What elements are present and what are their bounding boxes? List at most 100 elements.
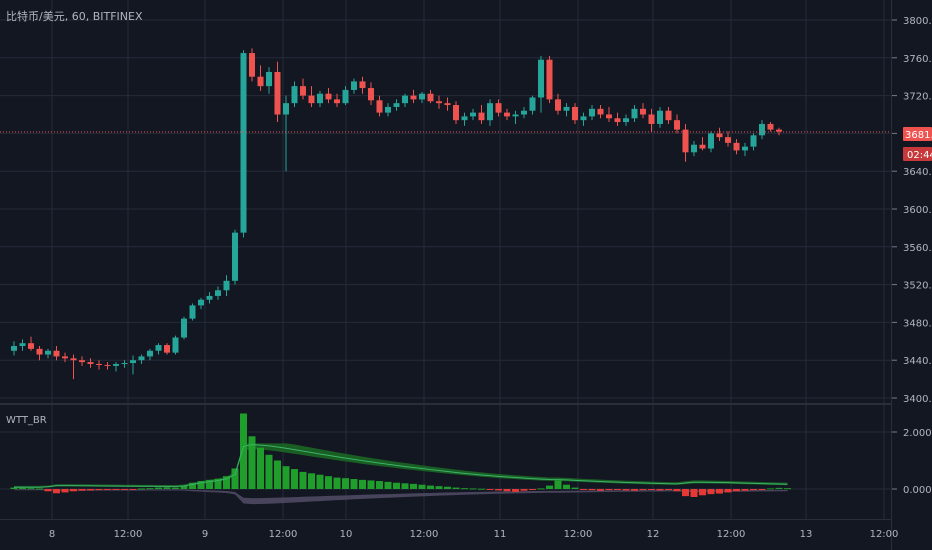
- histogram-bar-positive: [393, 482, 400, 489]
- candle-up: [657, 110, 663, 124]
- histogram-bar-negative: [78, 489, 86, 491]
- histogram-bar-negative: [70, 489, 77, 492]
- candle-up: [266, 71, 272, 87]
- histogram-bar-positive: [571, 487, 579, 489]
- candle-down: [453, 105, 459, 121]
- candle-down: [572, 106, 578, 121]
- candle-down: [70, 358, 77, 361]
- time-tick-label: 12:00: [114, 529, 143, 540]
- candle-down: [597, 108, 604, 115]
- candle-down: [478, 112, 485, 121]
- candle-down: [682, 129, 689, 153]
- time-tick-label: 12:00: [269, 529, 298, 540]
- candle-down: [495, 103, 502, 113]
- price-tick-label: 3800.0: [903, 16, 932, 27]
- histogram-bar-negative: [665, 489, 672, 490]
- candle-down: [308, 95, 315, 104]
- histogram-bar-negative: [104, 489, 111, 490]
- indicator-title[interactable]: WTT_BR: [6, 415, 47, 426]
- histogram-bar-positive: [461, 488, 468, 490]
- histogram-bar-negative: [605, 489, 613, 491]
- histogram-bar-negative: [673, 489, 681, 492]
- histogram-bar-positive: [342, 478, 349, 489]
- candle-up: [393, 103, 400, 107]
- histogram-bar-positive: [435, 486, 443, 489]
- candle-up: [206, 295, 213, 300]
- price-tick-label: 3760.0: [903, 54, 932, 65]
- time-tick-label: 11: [494, 529, 507, 540]
- candle-down: [96, 363, 102, 365]
- candle-down: [62, 356, 68, 359]
- histogram-bar-positive: [240, 413, 247, 489]
- price-tick-label: 3520.0: [903, 281, 932, 292]
- symbol-title[interactable]: 比特币/美元, 60, BITFINEX: [6, 9, 143, 23]
- histogram-bar-positive: [146, 488, 154, 490]
- candle-up: [529, 97, 536, 111]
- candle-up: [130, 360, 136, 364]
- time-axis[interactable]: 8 12:00 9 12:00 10 12:00 11 12:00 12 12:00 13 12:00: [49, 529, 899, 540]
- histogram-bar-positive: [537, 488, 545, 490]
- histogram-bar-positive: [325, 476, 332, 489]
- candle-up: [19, 343, 26, 347]
- histogram-bar-positive: [359, 479, 366, 489]
- candle-down: [359, 81, 366, 89]
- time-tick-label: 13: [800, 529, 813, 540]
- candle-down: [104, 364, 111, 366]
- histogram-bar-negative: [682, 489, 689, 497]
- histogram-bar-positive: [350, 479, 358, 489]
- candle-up: [113, 363, 119, 366]
- candle-up: [181, 318, 187, 338]
- candle-up: [750, 135, 757, 147]
- last-price-tag-bg: [903, 127, 932, 141]
- lower-band: [14, 489, 788, 505]
- histogram-bar-positive: [257, 447, 264, 489]
- candle-up: [589, 108, 595, 117]
- candle-up: [623, 118, 629, 123]
- candle-down: [776, 129, 782, 132]
- candle-up: [580, 116, 587, 121]
- histogram-bar-negative: [707, 489, 715, 495]
- candle-down: [87, 362, 94, 364]
- countdown-tag-bg: [903, 147, 932, 161]
- candle-down: [53, 350, 60, 357]
- candle-up: [45, 350, 51, 355]
- price-axis[interactable]: 3400.0 3440.0 3480.0 3520.0 3560.0 3600.0 3640…: [892, 16, 932, 405]
- histogram-bar-negative: [486, 489, 494, 490]
- histogram-bar-positive: [172, 487, 179, 489]
- candles-layer: [0, 48, 891, 380]
- histogram-bar-negative: [758, 489, 766, 490]
- histogram-bar-negative: [631, 489, 638, 491]
- last-price-tag: 3681.6 02:44: [903, 127, 932, 161]
- histogram-bar-positive: [10, 487, 18, 489]
- histogram-bar-negative: [495, 489, 502, 491]
- candle-down: [555, 99, 561, 111]
- candle-up: [691, 144, 697, 153]
- candle-up: [172, 337, 179, 353]
- histogram-bar-positive: [478, 488, 485, 490]
- histogram-bar-positive: [452, 487, 460, 489]
- candle-down: [300, 86, 306, 96]
- histogram-bar-positive: [333, 477, 341, 489]
- histogram-bar-negative: [121, 489, 128, 490]
- histogram-bar-positive: [376, 481, 383, 489]
- histogram-bar-negative: [741, 489, 749, 491]
- histogram-bar-negative: [622, 489, 630, 491]
- signal-line: [14, 444, 788, 488]
- histogram-bar-negative: [129, 489, 137, 490]
- histogram-bar-positive: [214, 478, 222, 489]
- histogram-bar-negative: [512, 489, 519, 492]
- histogram-bar-positive: [27, 488, 35, 490]
- price-tick-label: 3400.0: [903, 394, 932, 405]
- indicator-tick-label: 0.0000: [903, 485, 932, 496]
- candle-up: [240, 53, 247, 233]
- histogram-bar-negative: [44, 489, 52, 492]
- histogram-bar-negative: [699, 489, 706, 496]
- candle-up: [283, 103, 289, 115]
- histogram-bar-positive: [563, 484, 570, 489]
- candle-down: [444, 103, 451, 106]
- indicator-axis[interactable]: 0.0000 2.0000: [892, 428, 932, 496]
- histogram-bar-positive: [223, 476, 230, 489]
- price-grid: [0, 0, 891, 519]
- histogram-bar-negative: [656, 489, 664, 491]
